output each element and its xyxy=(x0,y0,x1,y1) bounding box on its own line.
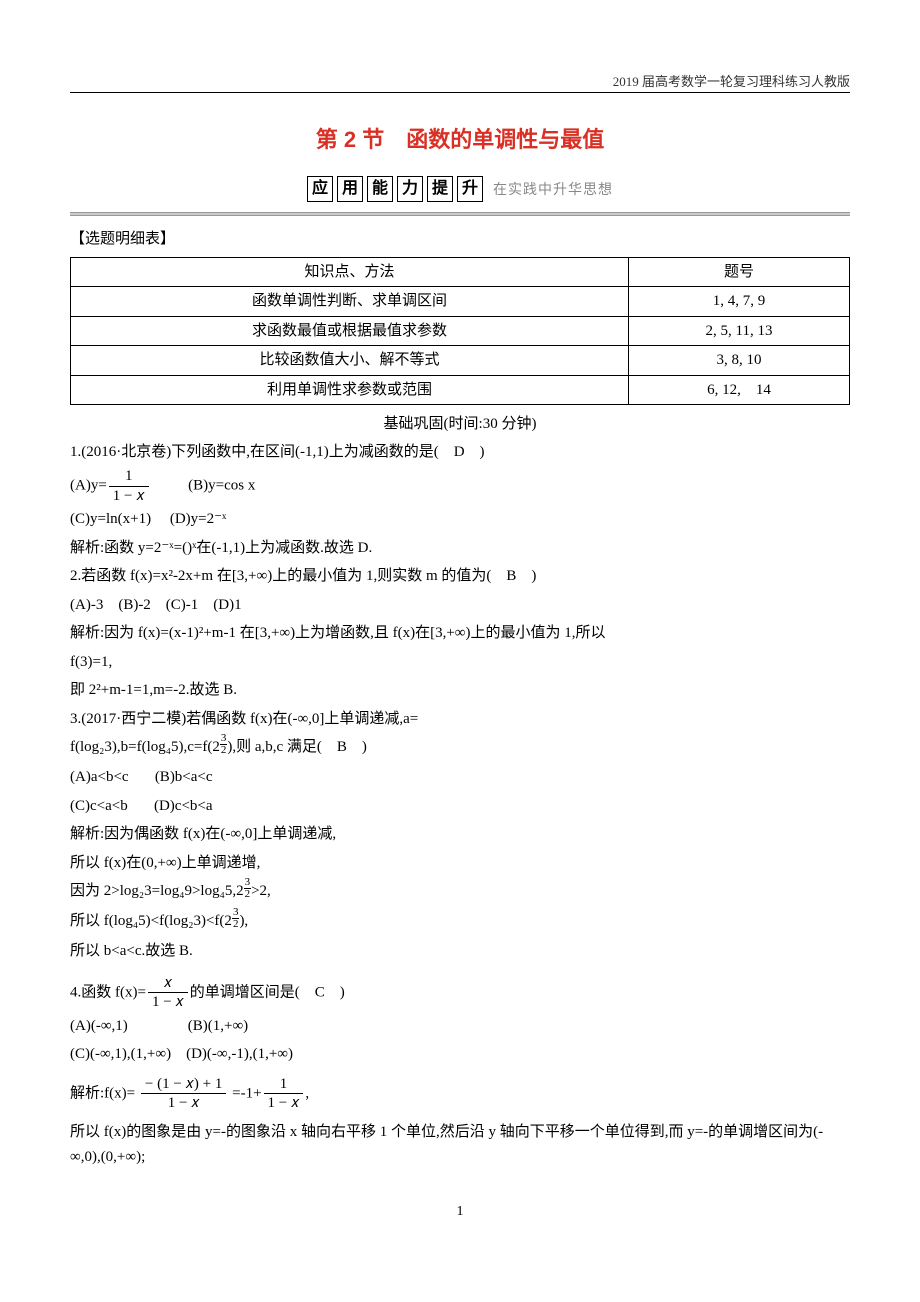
table-row: 比较函数值大小、解不等式 3, 8, 10 xyxy=(71,346,850,376)
q2-sol3: 即 2²+m-1=1,m=-2.故选 B. xyxy=(70,678,850,704)
table-cell: 利用单调性求参数或范围 xyxy=(71,375,629,405)
q1-optC: (C)y=ln(x+1) xyxy=(70,511,151,527)
subtitle-rule xyxy=(70,212,850,216)
page-number: 1 xyxy=(70,1201,850,1222)
q3-line2-post: ),则 a,b,c 满足( B ) xyxy=(227,739,367,755)
boxed-char: 提 xyxy=(427,176,453,202)
boxed-char: 升 xyxy=(457,176,483,202)
q3-sol4: 所以 f(log₄5)<f(log₂3)<f(232), xyxy=(70,909,850,936)
topic-label: 【选题明细表】 xyxy=(70,228,850,251)
boxed-chars: 应 用 能 力 提 升 xyxy=(307,176,483,202)
q3-options-ab: (A)a<b<c (B)b<a<c xyxy=(70,765,850,791)
q4-stem-post: 的单调增区间是( C ) xyxy=(190,984,345,1000)
q4-optD: (D)(-∞,-1),(1,+∞) xyxy=(186,1046,293,1062)
q1-optA-pre: (A)y= xyxy=(70,477,107,493)
sup-fraction: 32 xyxy=(220,733,228,756)
table-row: 求函数最值或根据最值求参数 2, 5, 11, 13 xyxy=(71,316,850,346)
q3-sol1: 解析:因为偶函数 f(x)在(-∞,0]上单调递减, xyxy=(70,822,850,848)
frac-den: 1 − 𝑥 xyxy=(264,1094,304,1112)
q4-optB: (B)(1,+∞) xyxy=(188,1018,248,1034)
q3-sol3-post: >2, xyxy=(251,883,271,899)
q4-optC: (C)(-∞,1),(1,+∞) xyxy=(70,1046,171,1062)
q1-solution: 解析:函数 y=2⁻ˣ=()ˣ在(-1,1)上为减函数.故选 D. xyxy=(70,536,850,562)
q4-options-ab: (A)(-∞,1) (B)(1,+∞) xyxy=(70,1014,850,1040)
subtitle-row: 应 用 能 力 提 升 在实践中升华思想 xyxy=(70,176,850,202)
q3-stem: 3.(2017·西宁二模)若偶函数 f(x)在(-∞,0]上单调递减,a= xyxy=(70,707,850,733)
table-row: 函数单调性判断、求单调区间 1, 4, 7, 9 xyxy=(71,287,850,317)
q4-sol1-mid: =-1+ xyxy=(232,1085,261,1101)
q4-sol1: 解析:f(x)= − (1 − 𝑥) + 11 − 𝑥 =-1+11 − 𝑥, xyxy=(70,1076,850,1112)
q4-sol2: 所以 f(x)的图象是由 y=-的图象沿 x 轴向右平移 1 个单位,然后沿 y… xyxy=(70,1120,850,1171)
q4-sol1-pre: 解析:f(x)= xyxy=(70,1085,135,1101)
table-header: 知识点、方法 xyxy=(71,257,629,287)
q3-optB: (B)b<a<c xyxy=(155,769,213,785)
boxed-char: 用 xyxy=(337,176,363,202)
table-cell: 比较函数值大小、解不等式 xyxy=(71,346,629,376)
fraction: − (1 − 𝑥) + 11 − 𝑥 xyxy=(141,1076,226,1112)
frac-num: 1 xyxy=(264,1076,304,1095)
topic-table: 知识点、方法 题号 函数单调性判断、求单调区间 1, 4, 7, 9 求函数最值… xyxy=(70,257,850,406)
q3-line2-pre: f(log₂3),b=f(log₄5),c=f(2 xyxy=(70,739,220,755)
sup-fraction: 32 xyxy=(244,877,252,900)
table-cell: 6, 12, 14 xyxy=(629,375,850,405)
q4-options-cd: (C)(-∞,1),(1,+∞) (D)(-∞,-1),(1,+∞) xyxy=(70,1042,850,1068)
table-cell: 1, 4, 7, 9 xyxy=(629,287,850,317)
q3-optA: (A)a<b<c xyxy=(70,769,129,785)
boxed-char: 能 xyxy=(367,176,393,202)
frac-den: 1 − 𝑥 xyxy=(148,993,188,1011)
q3-sol2: 所以 f(x)在(0,+∞)上单调递增, xyxy=(70,851,850,877)
subtitle-suffix: 在实践中升华思想 xyxy=(493,179,613,200)
q4-optA: (A)(-∞,1) xyxy=(70,1018,128,1034)
q4-stem: 4.函数 f(x)=𝑥1 − 𝑥的单调增区间是( C ) xyxy=(70,975,850,1011)
timing-line: 基础巩固(时间:30 分钟) xyxy=(70,413,850,436)
q4-stem-pre: 4.函数 f(x)= xyxy=(70,984,146,1000)
q3-options-cd: (C)c<a<b (D)c<b<a xyxy=(70,794,850,820)
q3-sol3-pre: 因为 2>log₂3=log₄9>log₄5,2 xyxy=(70,883,244,899)
q3-sol5: 所以 b<a<c.故选 B. xyxy=(70,939,850,965)
frac-num: − (1 − 𝑥) + 1 xyxy=(141,1076,226,1095)
table-row: 利用单调性求参数或范围 6, 12, 14 xyxy=(71,375,850,405)
q1-optD: (D)y=2⁻ˣ xyxy=(170,511,227,527)
frac-num: 𝑥 xyxy=(148,975,188,994)
header-rule xyxy=(70,92,850,93)
q2-stem: 2.若函数 f(x)=x²-2x+m 在[3,+∞)上的最小值为 1,则实数 m… xyxy=(70,564,850,590)
table-cell: 2, 5, 11, 13 xyxy=(629,316,850,346)
q3-sol3: 因为 2>log₂3=log₄9>log₄5,232>2, xyxy=(70,879,850,906)
q1-options-ab: (A)y=11 − 𝑥 (B)y=cos x xyxy=(70,468,850,504)
q2-sol1: 解析:因为 f(x)=(x-1)²+m-1 在[3,+∞)上为增函数,且 f(x… xyxy=(70,621,850,647)
q1-stem: 1.(2016·北京卷)下列函数中,在区间(-1,1)上为减函数的是( D ) xyxy=(70,440,850,466)
sup-fraction: 32 xyxy=(232,907,240,930)
boxed-char: 应 xyxy=(307,176,333,202)
boxed-char: 力 xyxy=(397,176,423,202)
q3-optC: (C)c<a<b xyxy=(70,798,128,814)
fraction: 11 − 𝑥 xyxy=(264,1076,304,1112)
header-source: 2019 届高考数学一轮复习理科练习人教版 xyxy=(613,72,850,92)
q2-sol2: f(3)=1, xyxy=(70,650,850,676)
sup-frac-den: 2 xyxy=(232,919,240,930)
frac-den: 1 − 𝑥 xyxy=(109,487,149,505)
q1-optB: (B)y=cos x xyxy=(188,477,255,493)
q3-line2: f(log₂3),b=f(log₄5),c=f(232),则 a,b,c 满足(… xyxy=(70,735,850,762)
frac-num: 1 xyxy=(109,468,149,487)
page-title: 第 2 节 函数的单调性与最值 xyxy=(70,123,850,156)
frac-den: 1 − 𝑥 xyxy=(141,1094,226,1112)
sup-frac-den: 2 xyxy=(220,745,228,756)
q2-options: (A)-3 (B)-2 (C)-1 (D)1 xyxy=(70,593,850,619)
q3-sol4-post: ), xyxy=(239,913,248,929)
table-cell: 3, 8, 10 xyxy=(629,346,850,376)
q3-optD: (D)c<b<a xyxy=(154,798,213,814)
table-header: 题号 xyxy=(629,257,850,287)
fraction: 11 − 𝑥 xyxy=(109,468,149,504)
table-cell: 函数单调性判断、求单调区间 xyxy=(71,287,629,317)
q4-sol1-post: , xyxy=(305,1085,309,1101)
fraction: 𝑥1 − 𝑥 xyxy=(148,975,188,1011)
q3-sol4-pre: 所以 f(log₄5)<f(log₂3)<f(2 xyxy=(70,913,232,929)
q1-options-cd: (C)y=ln(x+1) (D)y=2⁻ˣ xyxy=(70,507,850,533)
table-cell: 求函数最值或根据最值求参数 xyxy=(71,316,629,346)
sup-frac-den: 2 xyxy=(244,889,252,900)
